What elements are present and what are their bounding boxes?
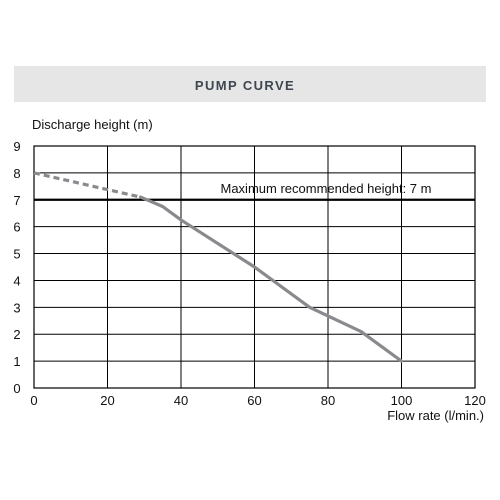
x-tick-label: 120 [464,393,486,408]
y-tick-label: 5 [13,247,20,262]
title-bar [14,66,486,102]
y-tick-label: 7 [13,193,20,208]
y-tick-label: 1 [13,354,20,369]
plot-frame [33,145,476,389]
x-tick-label: 100 [391,393,413,408]
y-tick-label: 9 [13,139,20,154]
y-tick-label: 0 [13,381,20,396]
y-tick-label: 8 [13,166,20,181]
y-tick-label: 4 [13,273,20,288]
chart-title: PUMP CURVE [195,78,295,93]
y-tick-label: 2 [13,327,20,342]
y-tick-label: 3 [13,300,20,315]
x-tick-label: 80 [321,393,335,408]
series-layer [33,171,404,363]
x-axis-label: Flow rate (l/min.) [387,408,484,423]
y-tick-label: 6 [13,220,20,235]
pump-curve-dashed-segment [33,171,141,199]
max-height-annotation: Maximum recommended height: 7 m [221,181,432,196]
x-tick-label: 20 [100,393,114,408]
tick-layer: 0 20 40 60 80 100 120 0 1 2 3 4 5 6 7 8 9 [13,139,485,408]
x-tick-label: 0 [30,393,37,408]
y-axis-label: Discharge height (m) [32,117,153,132]
x-tick-label: 60 [247,393,261,408]
pump-curve-solid-segment [138,195,404,363]
x-tick-label: 40 [174,393,188,408]
